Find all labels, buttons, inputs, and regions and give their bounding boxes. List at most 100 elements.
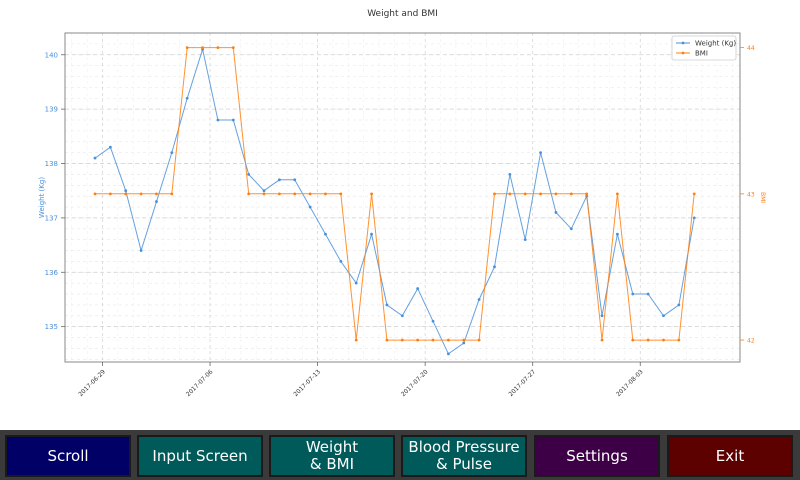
- weight-point: [631, 292, 635, 296]
- input-screen-button[interactable]: Input Screen: [137, 435, 263, 477]
- weight-point: [493, 265, 496, 269]
- weight-point: [462, 341, 466, 345]
- weight-point: [523, 238, 527, 242]
- bmi-point: [539, 192, 542, 196]
- weight-point: [385, 303, 389, 307]
- bmi-point: [569, 192, 573, 196]
- bmi-point: [600, 338, 604, 342]
- bmi-point: [523, 192, 527, 196]
- legend-marker: [681, 51, 685, 55]
- bmi-point: [308, 192, 312, 196]
- bmi-point: [339, 192, 343, 196]
- x-tick-label: 2017-06-29: [77, 368, 107, 398]
- weight-point: [646, 292, 650, 296]
- bmi-point: [293, 192, 297, 196]
- x-tick-label: 2017-07-27: [508, 368, 538, 398]
- settings-button[interactable]: Settings: [534, 435, 660, 477]
- left-tick-label: 140: [45, 51, 58, 59]
- weight-point: [416, 287, 420, 290]
- weight-point: [139, 249, 143, 252]
- bmi-point: [354, 338, 358, 342]
- bmi-point: [416, 338, 420, 342]
- x-tick-label: 2017-07-06: [185, 368, 215, 398]
- left-tick-label: 137: [45, 214, 58, 222]
- legend-label: BMI: [695, 50, 708, 58]
- bmi-point: [446, 338, 450, 342]
- bmi-point: [662, 338, 665, 342]
- bmi-point: [231, 46, 235, 50]
- weight-point: [155, 200, 158, 203]
- bmi-point: [93, 192, 97, 196]
- left-tick-label: 136: [45, 269, 59, 277]
- weight-point: [539, 151, 542, 155]
- chart-area: Weight and BMI 135 136 137 138 139 140 42 43 44 We…: [38, 9, 766, 399]
- bmi-point: [646, 338, 650, 342]
- weight-point: [692, 216, 696, 220]
- exit-button[interactable]: Exit: [667, 435, 793, 477]
- weight-point: [277, 178, 281, 182]
- weight-point: [569, 227, 573, 231]
- weight-point: [662, 314, 665, 318]
- left-tick-label: 135: [45, 323, 58, 331]
- weight-point: [324, 232, 327, 236]
- bmi-point: [370, 192, 373, 196]
- bmi-point: [462, 338, 466, 342]
- bmi-point: [631, 338, 635, 342]
- weight-point: [370, 232, 373, 236]
- weight-point: [554, 211, 558, 214]
- left-tick-label: 138: [45, 160, 58, 168]
- bmi-point: [277, 192, 281, 196]
- weight-point: [446, 352, 450, 356]
- weight-point: [247, 172, 251, 176]
- bmi-point: [139, 192, 143, 196]
- chart-title: Weight and BMI: [367, 9, 438, 19]
- bmi-point: [400, 338, 404, 342]
- legend-marker: [681, 41, 685, 45]
- left-axis-label: Weight (Kg): [38, 177, 46, 218]
- bmi-point: [508, 192, 512, 196]
- bmi-point: [692, 192, 696, 196]
- weight-point: [431, 319, 435, 323]
- series-line-bmi: [95, 47, 695, 341]
- weight-point: [508, 172, 512, 176]
- right-tick-label: 44: [747, 45, 755, 52]
- weight-point: [262, 189, 266, 193]
- bmi-point: [124, 192, 128, 196]
- right-tick-label: 43: [747, 191, 755, 198]
- bmi-point: [262, 192, 266, 196]
- scroll-button[interactable]: Scroll: [5, 435, 131, 477]
- bmi-point: [247, 192, 251, 196]
- weight-point: [400, 314, 404, 318]
- right-tick-label: 42: [747, 338, 755, 345]
- bmi-point: [170, 192, 174, 196]
- legend-box: [671, 35, 737, 61]
- x-tick-label: 2017-07-20: [400, 368, 430, 398]
- weight-bmi-chart: Weight and BMI 135 136 137 138 139 140 42 43 44 We…: [38, 9, 766, 398]
- weight-point: [93, 156, 97, 160]
- plot-frame: [64, 32, 741, 363]
- bmi-point: [477, 338, 481, 342]
- weight-point: [339, 259, 343, 263]
- weight-point: [600, 314, 604, 318]
- bmi-point: [554, 192, 558, 196]
- blood-pressure-pulse-button[interactable]: Blood Pressure & Pulse: [401, 435, 527, 477]
- right-axis-label: BMI: [759, 192, 766, 203]
- bmi-point: [108, 192, 112, 196]
- bmi-point: [616, 192, 619, 196]
- bmi-point: [155, 192, 158, 196]
- weight-point: [308, 205, 312, 209]
- left-tick-label: 139: [45, 106, 58, 114]
- series-line-weight: [94, 47, 695, 355]
- button-bar: Scroll Input Screen Weight & BMI Blood P…: [0, 430, 800, 480]
- weight-point: [124, 189, 128, 193]
- bmi-point: [201, 46, 204, 50]
- bmi-point: [585, 192, 589, 196]
- weight-point: [231, 118, 235, 122]
- weight-point: [185, 96, 189, 100]
- weight-bmi-button[interactable]: Weight & BMI: [269, 435, 395, 477]
- weight-point: [616, 232, 619, 236]
- x-tick-label: 2017-07-13: [292, 368, 322, 398]
- weight-point: [677, 303, 681, 307]
- weight-point: [354, 281, 358, 285]
- bmi-point: [185, 46, 189, 50]
